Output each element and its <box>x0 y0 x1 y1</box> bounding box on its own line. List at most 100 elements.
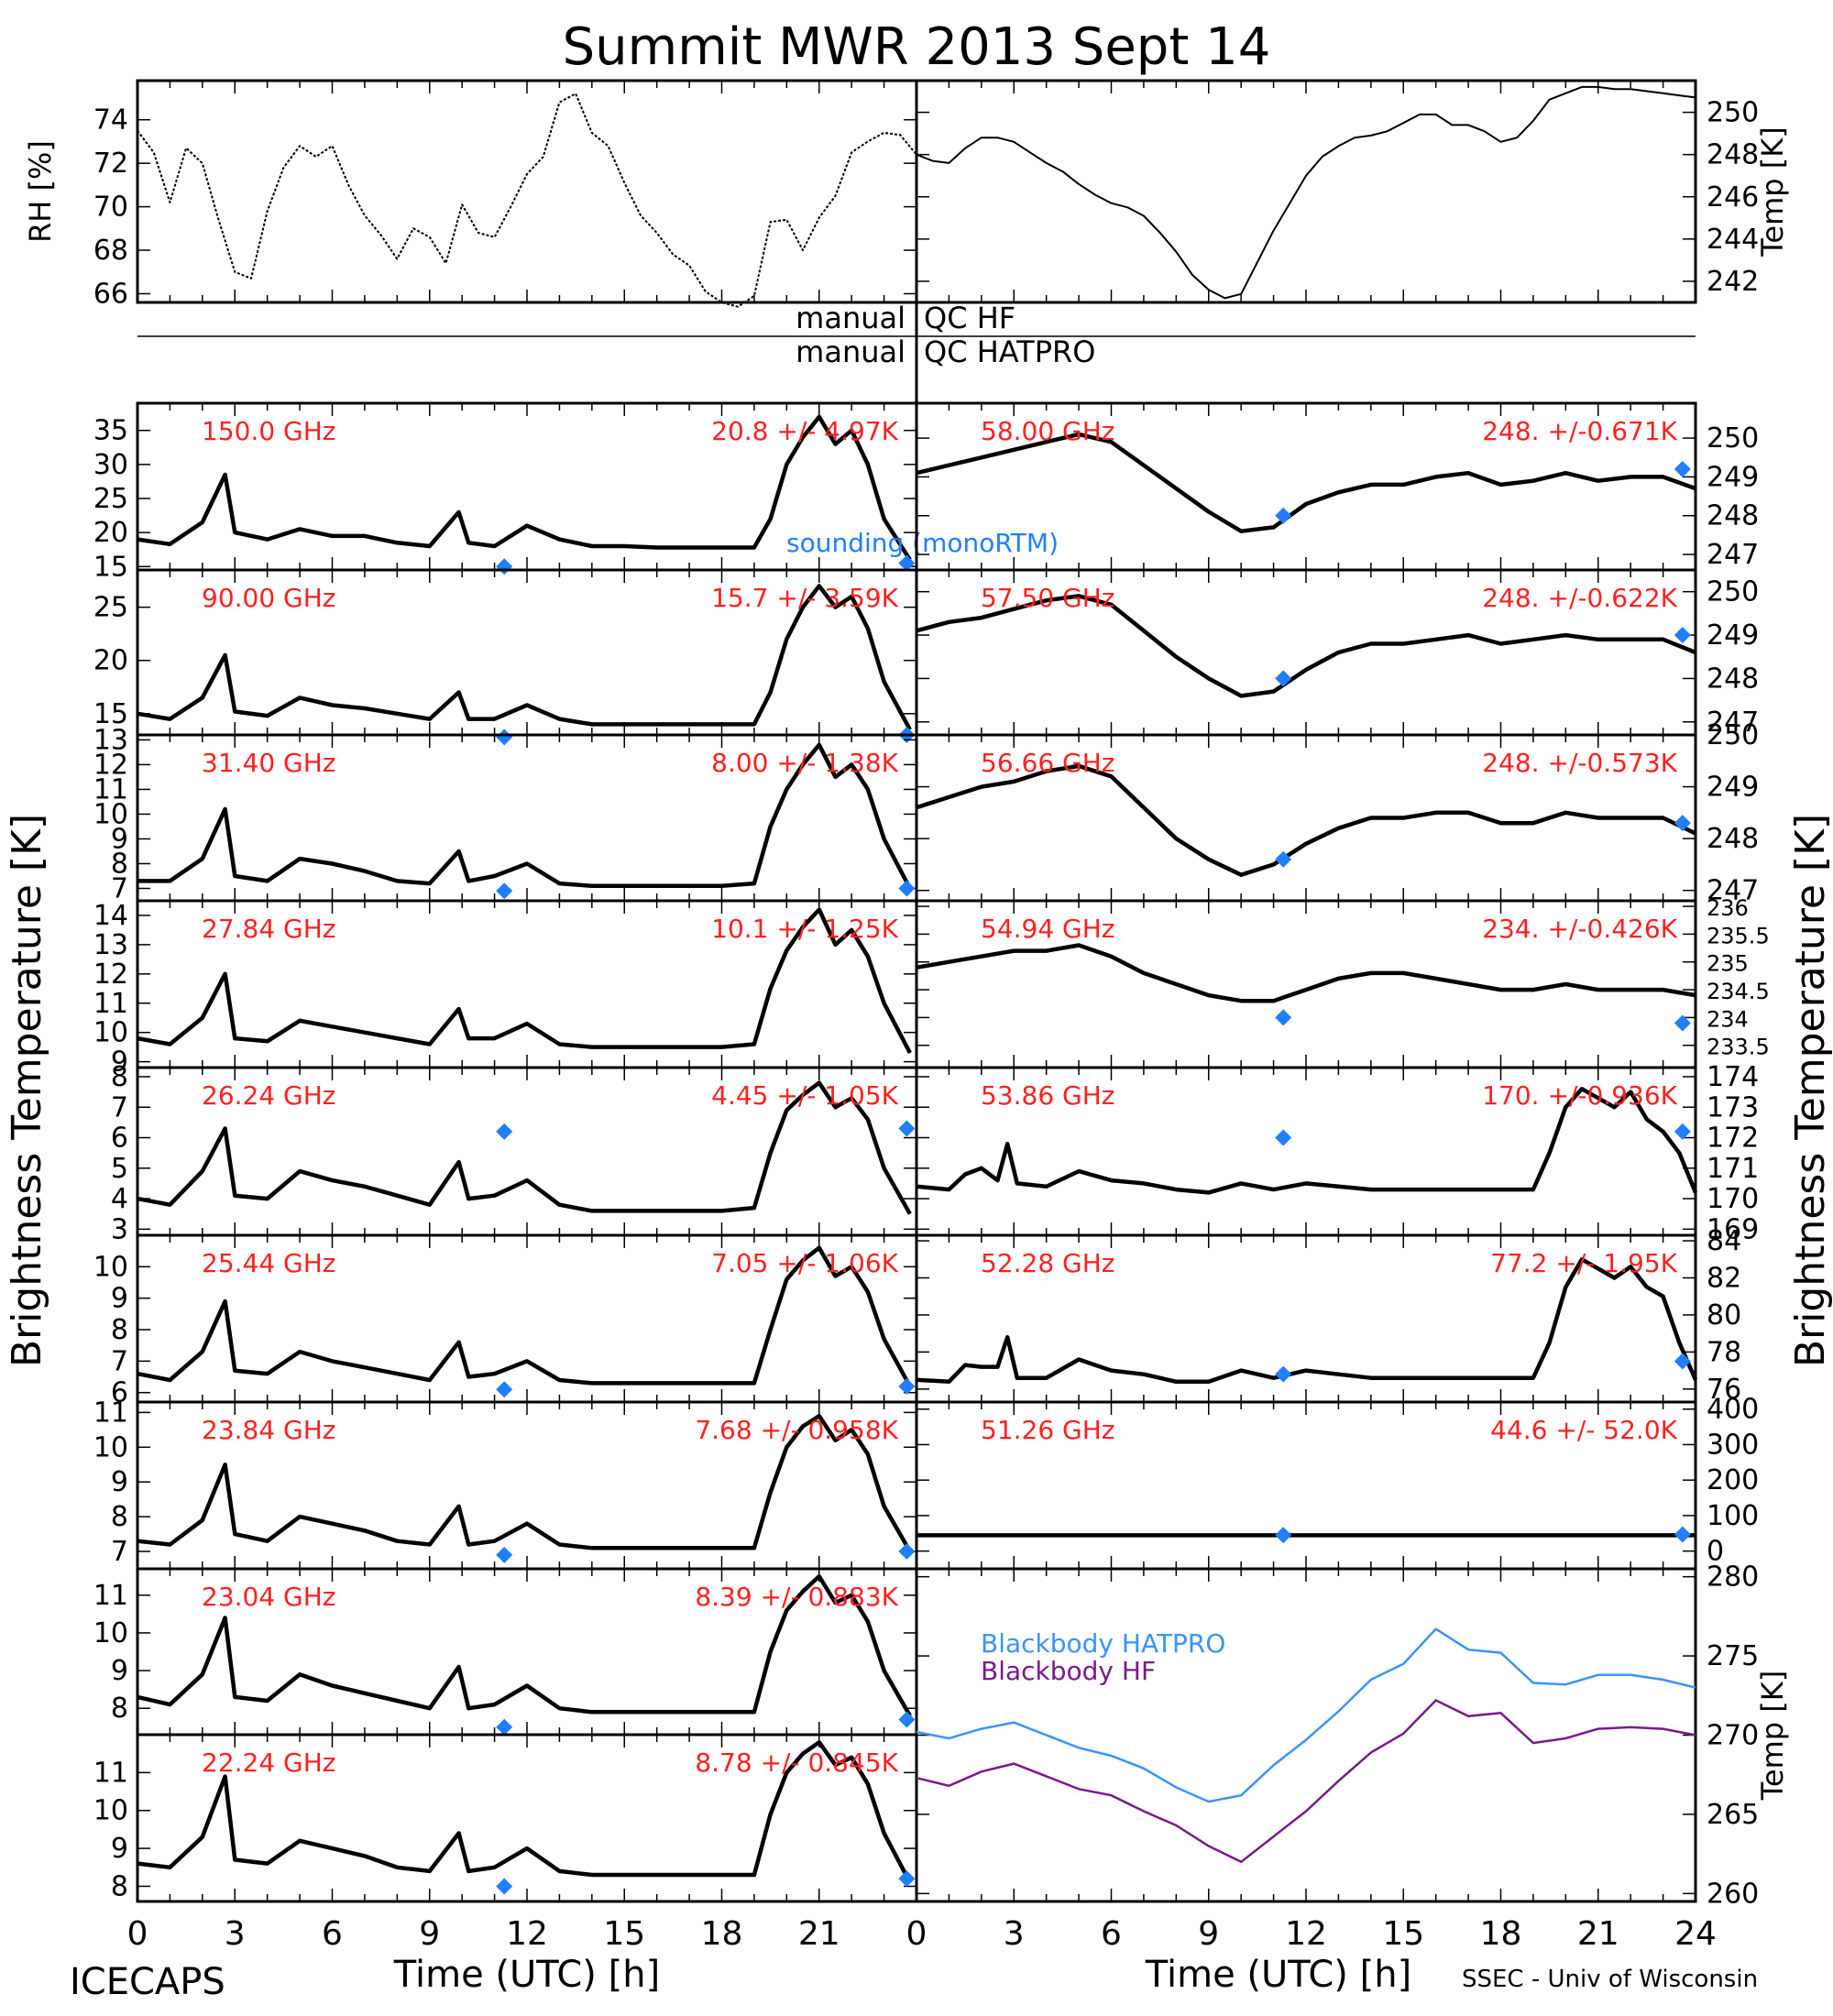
data-line <box>137 907 912 1055</box>
data-line <box>137 1245 912 1387</box>
y-tick-label: 25 <box>93 483 128 515</box>
y-tick-label: 248 <box>1707 139 1759 171</box>
sounding-point <box>1275 1365 1292 1383</box>
y-tick-label: 9 <box>111 1833 128 1865</box>
data-line <box>137 742 912 890</box>
y-tick-label: 10 <box>93 1251 128 1283</box>
qc-hf-prefix: manual <box>796 301 906 335</box>
data-line <box>916 1087 1698 1195</box>
panel-ch57: 247 248 249 250 57.50 GHz 248. +/-0.622K <box>915 568 1759 739</box>
panel-ch56: 247 248 249 250 56.66 GHz 248. +/-0.573K <box>915 719 1759 907</box>
freq-label: 22.24 GHz <box>202 1748 336 1778</box>
sounding-label: sounding (monoRTM) <box>786 528 1059 558</box>
data-line <box>916 943 1696 1003</box>
y-tick-label: 11 <box>93 1397 128 1429</box>
sounding-point <box>1674 1123 1691 1140</box>
panel-ch52: 76 78 80 82 84 52.28 GHz 77.2 +/- 1.95K <box>915 1225 1741 1406</box>
qc-strip: manual QC HF manual QC HATPRO <box>137 81 1696 403</box>
sounding-point <box>1674 627 1691 644</box>
panel-ylabel: Temp [K] <box>1755 126 1790 257</box>
y-tick-label: 5 <box>111 1153 128 1185</box>
y-tick-label: 11 <box>93 1580 128 1612</box>
stat-label: 77.2 +/- 1.95K <box>1490 1248 1677 1278</box>
sounding-point <box>1674 1526 1691 1543</box>
stat-label: 15.7 +/- 3.59K <box>711 583 898 613</box>
x-tick-label-left: 9 <box>419 1915 440 1953</box>
x-tick-label-right: 6 <box>1101 1915 1122 1953</box>
x-tick-label-left: 15 <box>603 1915 645 1953</box>
y-tick-label: 6 <box>111 1377 128 1409</box>
freq-label: 150.0 GHz <box>202 416 336 446</box>
y-tick-label: 171 <box>1707 1153 1759 1185</box>
y-tick-label: 12 <box>93 959 128 991</box>
qc-hatpro-label: QC HATPRO <box>924 334 1095 369</box>
y-tick-label: 249 <box>1707 772 1759 804</box>
y-tick-label: 247 <box>1707 539 1759 571</box>
sounding-point <box>496 1123 513 1140</box>
y-tick-label: 172 <box>1707 1123 1759 1155</box>
y-tick-label: 270 <box>1707 1720 1759 1752</box>
y-tick-label: 250 <box>1707 422 1759 455</box>
panel-frame <box>915 79 1697 304</box>
panel-frame <box>136 79 918 304</box>
freq-label: 23.84 GHz <box>202 1415 336 1445</box>
y-tick-label: 13 <box>93 724 128 756</box>
left-xlabel: Time (UTC) [h] <box>393 1954 660 1996</box>
panel-ch22: 8 9 10 11 22.24 GHz 8.78 +/- 0.845K <box>93 1733 918 1903</box>
y-tick-label: 76 <box>1707 1374 1741 1406</box>
y-tick-label: 66 <box>93 279 128 311</box>
data-line <box>137 1413 912 1553</box>
y-tick-label: 236 <box>1707 895 1749 921</box>
freq-label: 56.66 GHz <box>981 748 1115 778</box>
x-tick-label-left: 6 <box>322 1915 343 1953</box>
legend-hf: Blackbody HF <box>981 1656 1156 1686</box>
data-line <box>137 584 912 731</box>
y-tick-label: 3 <box>111 1213 128 1245</box>
y-tick-label: 8 <box>111 1501 128 1533</box>
stat-label: 10.1 +/- 1.25K <box>711 914 898 944</box>
y-tick-label: 15 <box>93 698 128 730</box>
y-tick-label: 170 <box>1707 1183 1759 1215</box>
data-line <box>137 93 917 308</box>
stat-label: 8.78 +/- 0.845K <box>695 1748 898 1778</box>
series-line-hatpro <box>916 1627 1696 1803</box>
freq-label: 90.00 GHz <box>202 583 336 613</box>
y-tick-label: 9 <box>111 1046 128 1079</box>
sounding-point <box>1674 460 1691 477</box>
y-tick-label: 169 <box>1707 1213 1759 1245</box>
y-tick-label: 200 <box>1707 1464 1759 1496</box>
left-ylabel: Brightness Temperature [K] <box>4 814 50 1367</box>
y-tick-label: 9 <box>111 1655 128 1687</box>
y-tick-label: 7 <box>111 1536 128 1568</box>
stat-label: 7.05 +/- 1.06K <box>711 1248 898 1278</box>
sounding-point <box>1275 850 1292 868</box>
freq-label: 51.26 GHz <box>981 1415 1115 1445</box>
sounding-point <box>898 1543 916 1561</box>
y-tick-label: 247 <box>1707 875 1759 907</box>
freq-label: 27.84 GHz <box>202 914 336 944</box>
y-tick-label: 234 <box>1707 1006 1749 1032</box>
y-tick-label: 8 <box>111 1314 128 1346</box>
data-line <box>916 85 1696 300</box>
freq-label: 54.94 GHz <box>981 914 1115 944</box>
x-tick-label-right: 0 <box>906 1915 927 1953</box>
stat-label: 8.00 +/- 1.38K <box>711 748 898 778</box>
y-tick-label: 20 <box>93 517 128 549</box>
footer-ssec: SSEC - Univ of Wisconsin <box>1462 1966 1758 1993</box>
sounding-point <box>1275 1129 1292 1146</box>
x-tick-label-left: 12 <box>506 1915 548 1953</box>
stat-label: 7.68 +/- 0.958K <box>695 1415 898 1445</box>
y-tick-label: 8 <box>111 848 128 880</box>
y-tick-label: 8 <box>111 1061 128 1093</box>
y-tick-label: 6 <box>111 1123 128 1155</box>
x-tick-label-right: 24 <box>1674 1915 1717 1953</box>
sounding-point <box>898 1120 916 1137</box>
sounding-point <box>1275 1527 1292 1544</box>
data-line <box>916 432 1696 533</box>
footer-icecaps: ICECAPS <box>70 1961 225 2003</box>
sounding-point <box>898 880 916 897</box>
y-tick-label: 250 <box>1707 719 1759 751</box>
sounding-point <box>496 558 513 575</box>
y-tick-label: 173 <box>1707 1091 1759 1123</box>
